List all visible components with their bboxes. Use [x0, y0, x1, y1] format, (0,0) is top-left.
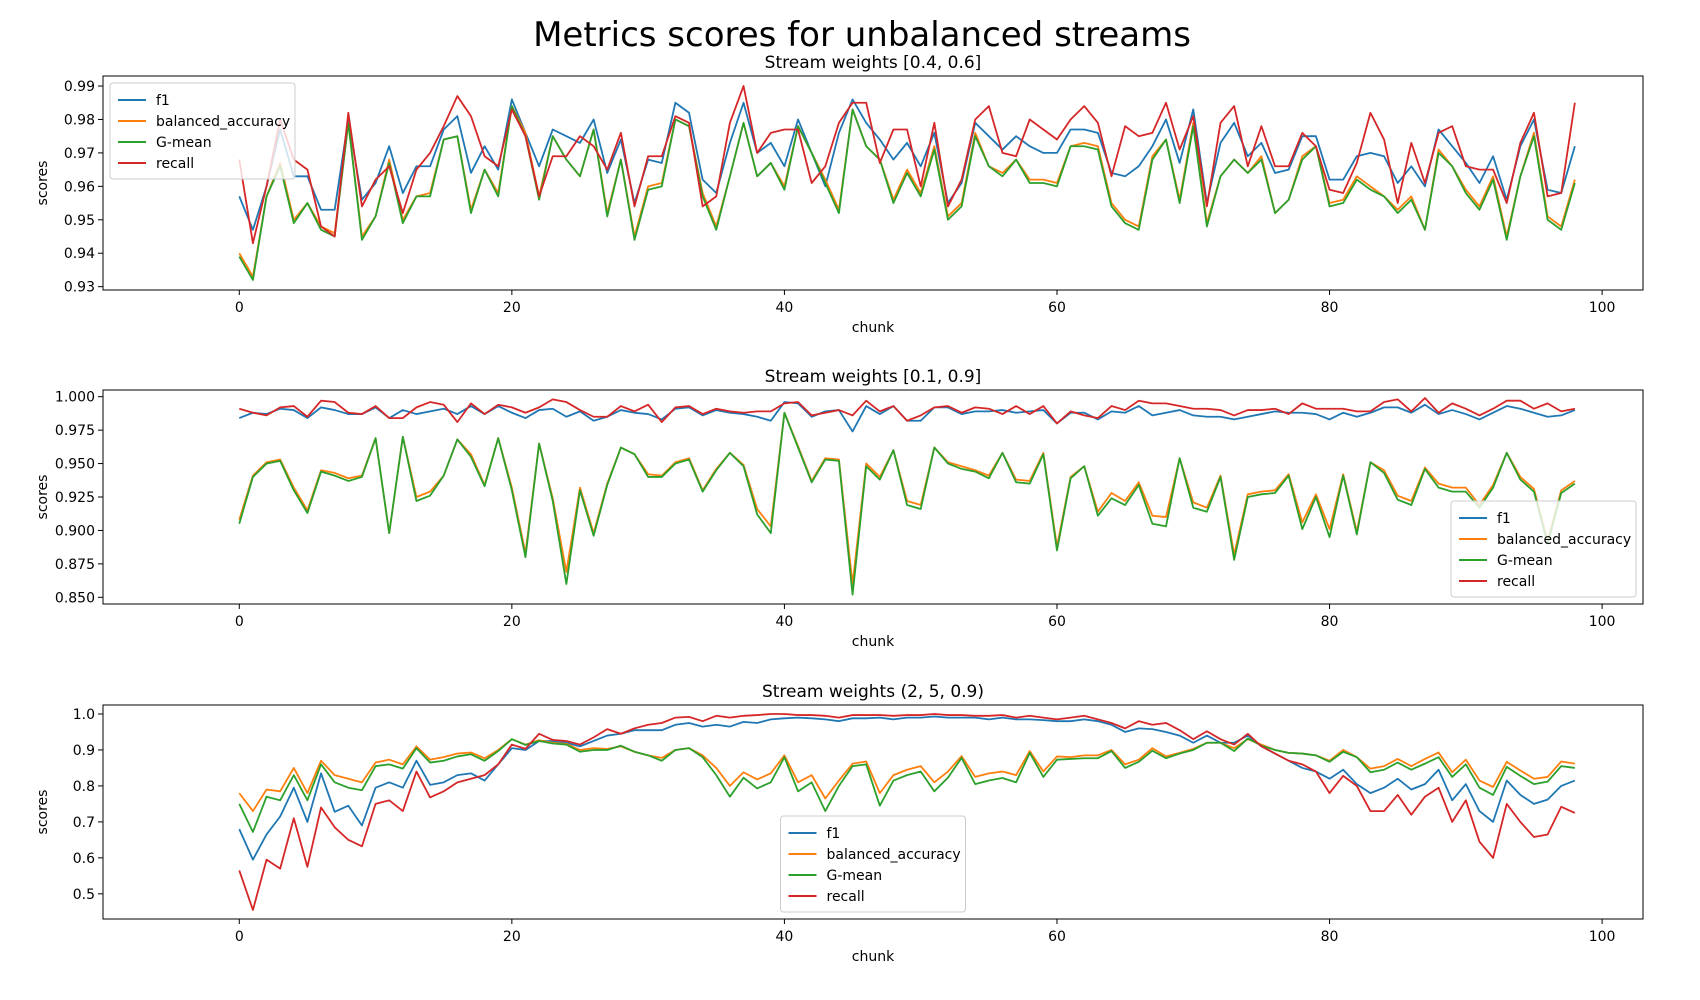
series-lines	[238, 713, 1576, 911]
y-tick-label: 0.96	[64, 179, 95, 195]
y-tick-label: 0.5	[73, 887, 95, 903]
plot-frame	[102, 75, 1644, 291]
legend-label: balanced_accuracy	[156, 114, 290, 130]
subplot-3: Stream weights (2, 5, 0.9) 0 20 40 60 80 100 0.…	[35, 682, 1644, 965]
series-line-recall	[238, 85, 1576, 245]
y-tick-label: 0.97	[64, 146, 95, 162]
legend-label: f1	[156, 93, 170, 109]
x-tick-label: 100	[1589, 300, 1616, 316]
subplot-2: Stream weights [0.1, 0.9] 0 20 40 60 80 100 0.8…	[35, 367, 1644, 650]
y-axis-label: scores	[35, 475, 51, 520]
x-tick-label: 60	[1048, 929, 1066, 945]
y-axis-label: scores	[35, 790, 51, 835]
x-tick-label: 0	[235, 300, 244, 316]
series-line-G-mean	[238, 737, 1575, 833]
y-tick-label: 0.975	[55, 423, 95, 439]
legend-label: recall	[156, 156, 194, 172]
series-line-G-mean	[238, 105, 1576, 281]
x-tick-label: 40	[776, 614, 794, 630]
legend-label: G-mean	[156, 135, 212, 151]
series-lines	[238, 397, 1576, 596]
subplot-title: Stream weights [0.4, 0.6]	[765, 53, 982, 73]
y-tick-label: 0.850	[55, 590, 95, 606]
legend-box	[1450, 500, 1637, 598]
x-tick-label: 20	[503, 300, 521, 316]
x-tick-label: 80	[1321, 300, 1339, 316]
x-tick-label: 80	[1321, 929, 1339, 945]
subplot-title: Stream weights (2, 5, 0.9)	[762, 682, 984, 702]
legend-label: balanced_accuracy	[827, 847, 961, 863]
y-tick-label: 0.98	[64, 112, 95, 128]
legend-label: G-mean	[827, 868, 883, 884]
x-tick-label: 40	[776, 300, 794, 316]
series-line-recall	[238, 713, 1576, 911]
x-tick-label: 60	[1048, 300, 1066, 316]
y-tick-label: 0.94	[64, 246, 95, 262]
plot-frame	[102, 704, 1644, 920]
legend: f1 balanced_accuracy G-mean recall	[109, 82, 296, 180]
y-tick-label: 0.6	[73, 851, 95, 867]
subplot-1: Stream weights [0.4, 0.6] 0 20 40 60 80 100 0.9…	[35, 53, 1644, 336]
series-line-f1	[238, 715, 1576, 861]
legend-label: balanced_accuracy	[1497, 532, 1631, 548]
y-tick-label: 0.93	[64, 280, 95, 296]
series-line-f1	[238, 98, 1576, 231]
x-axis-label: chunk	[852, 949, 895, 965]
x-tick-label: 80	[1321, 614, 1339, 630]
y-axis-label: scores	[35, 161, 51, 206]
x-tick-label: 20	[503, 929, 521, 945]
legend-label: recall	[1497, 574, 1535, 590]
y-tick-label: 0.875	[55, 557, 95, 573]
series-line-recall	[239, 397, 1576, 425]
y-tick-label: 0.99	[64, 79, 95, 95]
subplots: Stream weights [0.4, 0.6] 0 20 40 60 80 100 0.9…	[35, 53, 1644, 965]
x-tick-label: 0	[235, 614, 244, 630]
x-tick-label: 100	[1589, 614, 1616, 630]
legend-label: recall	[827, 889, 865, 905]
x-tick-label: 20	[503, 614, 521, 630]
y-tick-label: 0.8	[73, 779, 95, 795]
y-tick-label: 0.9	[73, 743, 95, 759]
x-tick-label: 0	[235, 929, 244, 945]
legend: f1 balanced_accuracy G-mean recall	[1450, 500, 1637, 598]
y-tick-label: 0.950	[55, 457, 95, 473]
legend-label: G-mean	[1497, 553, 1553, 569]
y-tick-label: 0.95	[64, 213, 95, 229]
subplot-title: Stream weights [0.1, 0.9]	[765, 367, 982, 387]
series-line-f1	[238, 401, 1576, 433]
legend-box	[109, 82, 296, 180]
x-tick-label: 60	[1048, 614, 1066, 630]
x-axis-label: chunk	[852, 320, 895, 336]
y-tick-label: 0.925	[55, 490, 95, 506]
series-line-balanced_accuracy	[238, 411, 1576, 585]
legend-box	[780, 815, 966, 913]
series-lines	[238, 85, 1576, 281]
legend: f1 balanced_accuracy G-mean recall	[780, 815, 966, 913]
series-line-G-mean	[238, 411, 1576, 596]
x-axis-label: chunk	[852, 634, 895, 650]
y-tick-label: 0.900	[55, 523, 95, 539]
legend-label: f1	[827, 826, 841, 842]
y-tick-label: 0.7	[73, 815, 95, 831]
x-tick-label: 100	[1589, 929, 1616, 945]
figure-title: Metrics scores for unbalanced streams	[533, 15, 1191, 55]
legend-label: f1	[1497, 511, 1511, 527]
x-tick-label: 40	[776, 929, 794, 945]
y-tick-label: 1.0	[73, 707, 95, 723]
y-tick-label: 1.000	[55, 390, 95, 406]
